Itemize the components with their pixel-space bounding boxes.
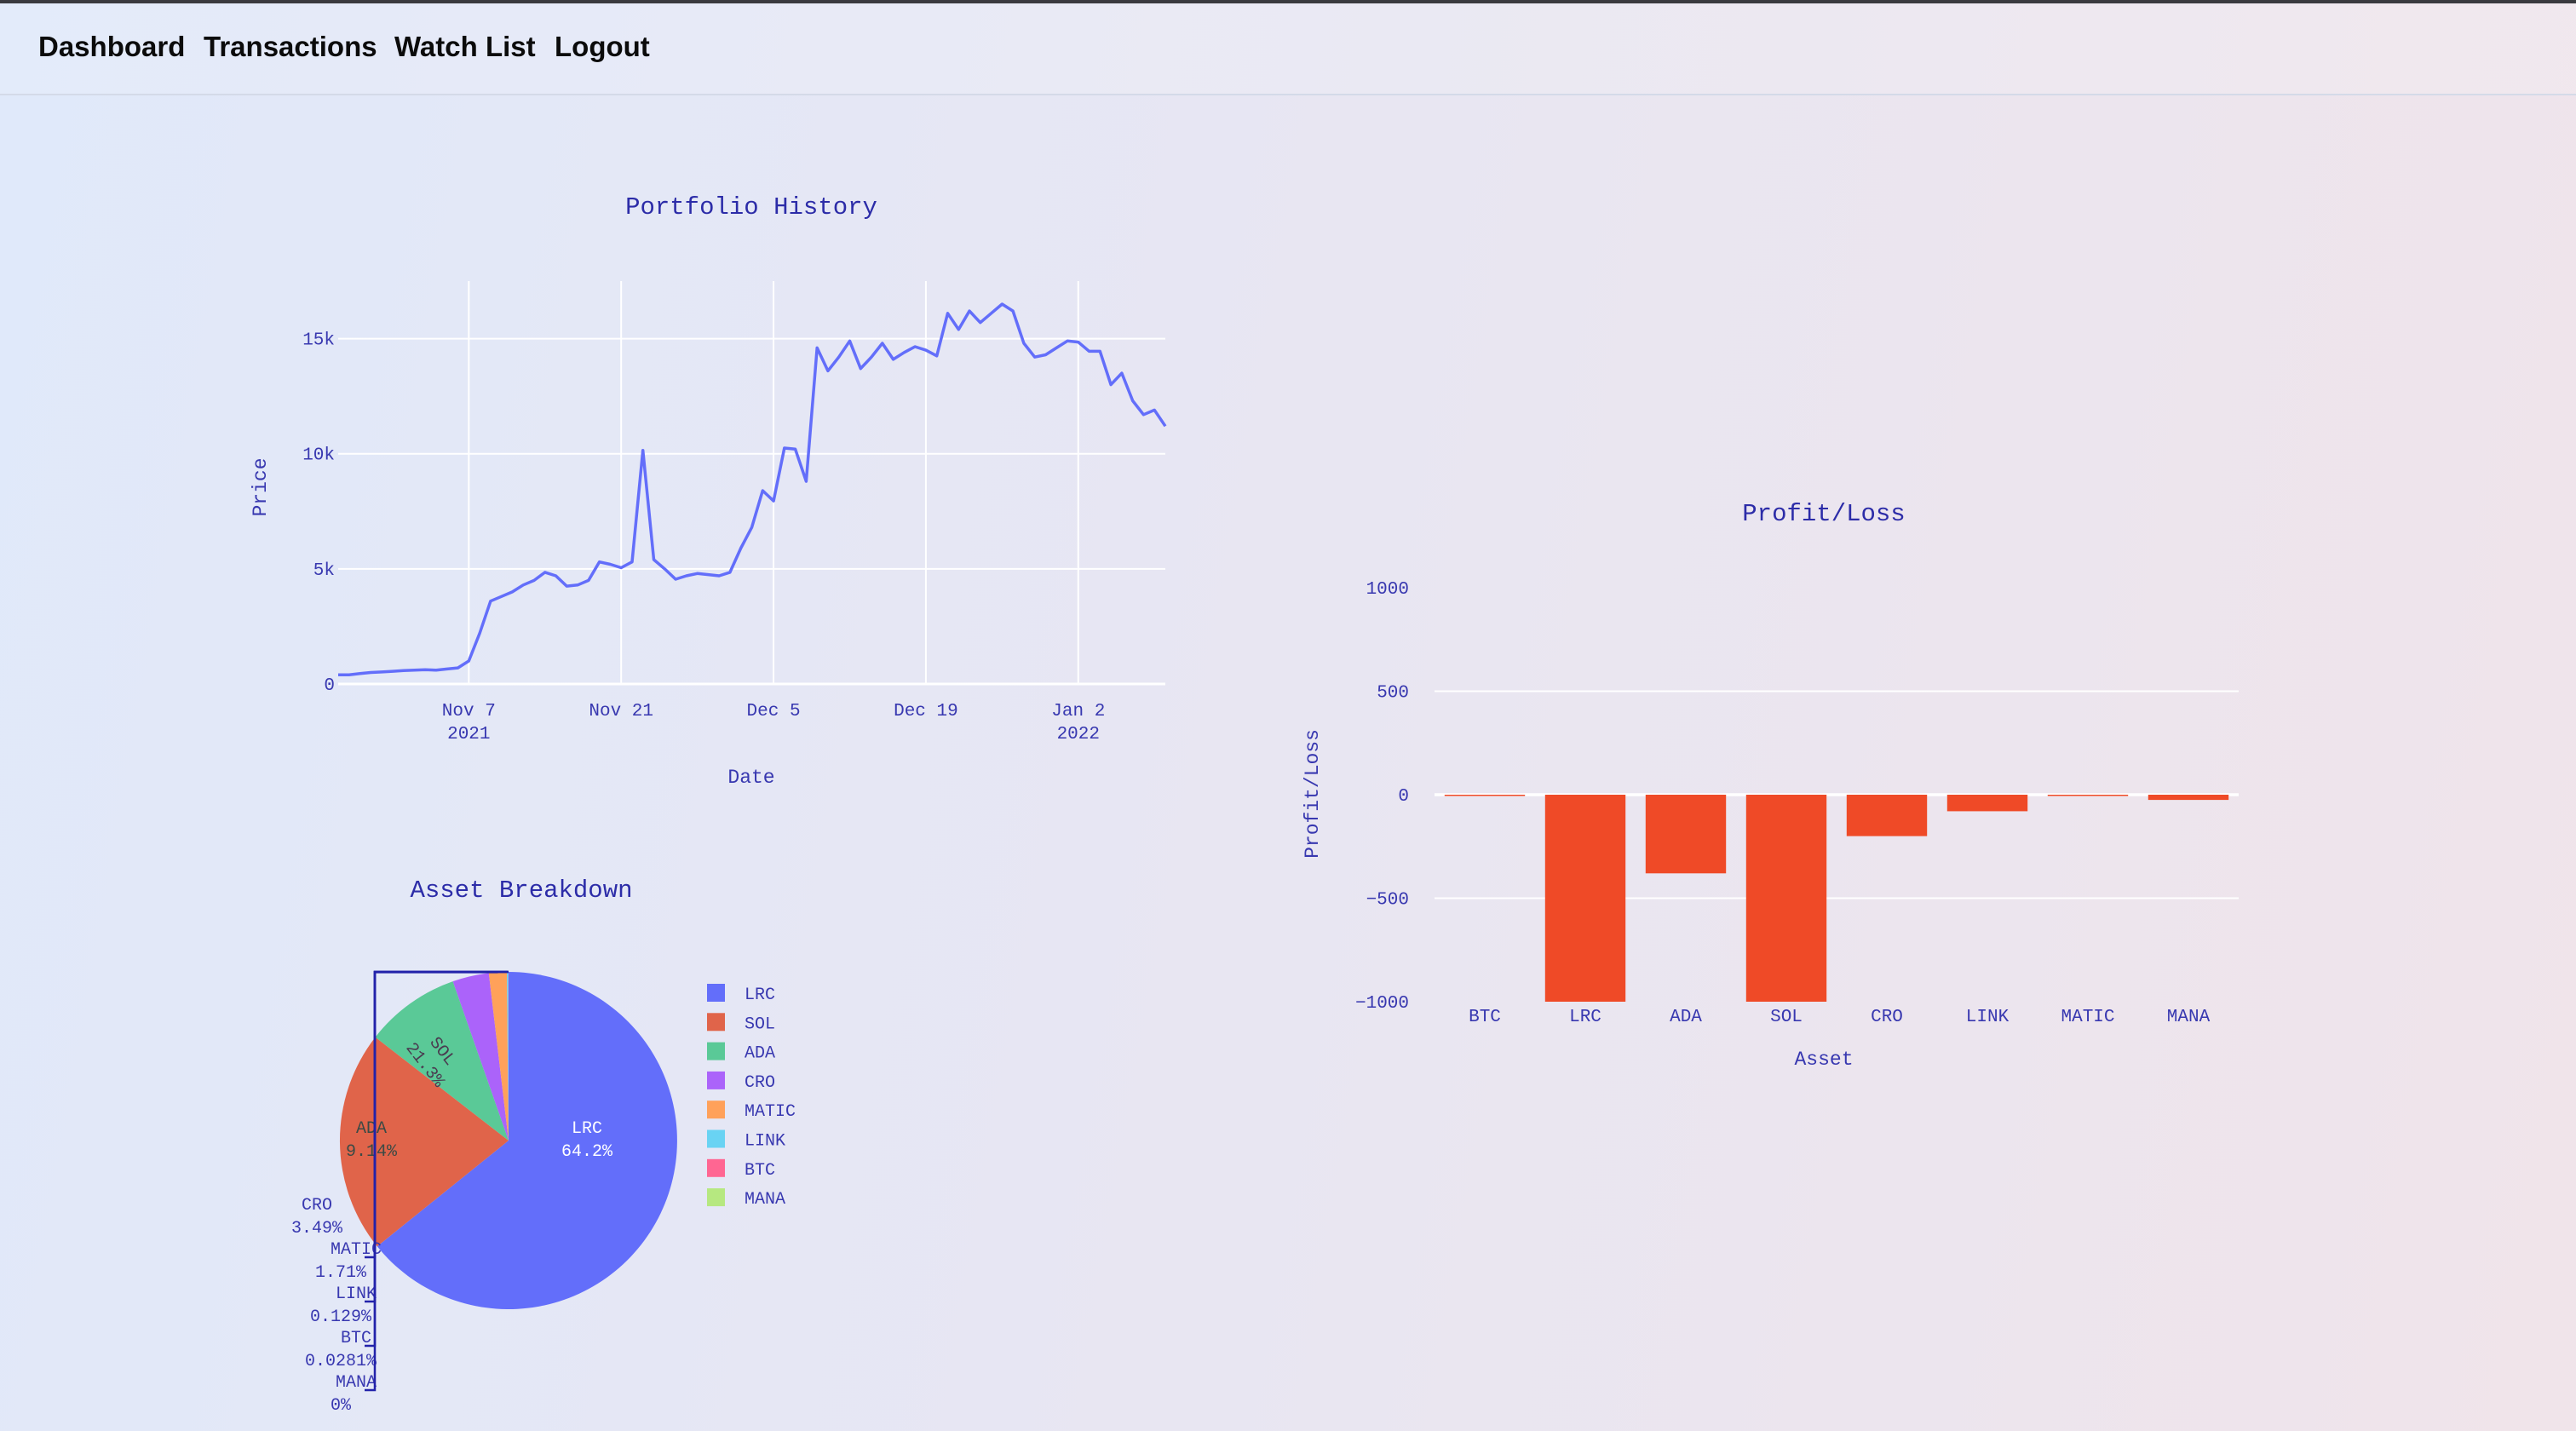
window-top-border (0, 0, 2576, 3)
legend-swatch[interactable] (707, 1188, 725, 1207)
pie-outside-label-percent: 1.71% (315, 1263, 367, 1283)
y-axis-label: Price (250, 457, 272, 516)
bar-link[interactable] (1946, 795, 2028, 812)
pie-label-percent: 64.2% (561, 1142, 613, 1162)
legend-label-matic[interactable]: MATIC (745, 1102, 796, 1122)
x-tick-label: Nov 7 (442, 702, 496, 721)
pie-outside-label-name: CRO (302, 1196, 332, 1215)
x-tick-label: Nov 21 (589, 702, 653, 721)
legend-label-link[interactable]: LINK (745, 1132, 785, 1152)
portfolio-value-line[interactable] (338, 302, 1167, 676)
y-tick-label: −1000 (1355, 994, 1409, 1014)
y-tick-label: 0 (324, 676, 335, 696)
pie-label-connector (365, 970, 509, 1392)
x-tick-label: SOL (1770, 1008, 1803, 1027)
legend-label-mana[interactable]: MANA (745, 1190, 785, 1210)
y-tick-label: 10k (302, 446, 335, 466)
chart-title: Asset Breakdown (410, 876, 632, 905)
pie-slice-matic[interactable] (488, 972, 509, 1141)
y-tick-label: −500 (1366, 891, 1409, 911)
asset-breakdown-chart[interactable]: Asset Breakdown LRC64.2%SOL21.3%ADA9.14%… (0, 0, 852, 1431)
pie-outside-label-percent: 3.49% (291, 1219, 343, 1238)
pie-outside-label-name: MANA (336, 1373, 377, 1393)
legend-swatch[interactable] (707, 1158, 725, 1177)
top-navbar: Dashboard Transactions Watch List Logout (0, 3, 2576, 95)
y-tick-label: 1000 (1366, 580, 1409, 600)
pie-outside-label-percent: 0% (331, 1396, 352, 1416)
nav-transactions-link[interactable]: Transactions (204, 31, 377, 62)
portfolio-history-chart[interactable]: Portfolio History Nov 7 2021 Nov 21 Dec 5 De… (0, 0, 1278, 818)
legend-swatch[interactable] (707, 1013, 725, 1032)
x-tick-label: BTC (1469, 1008, 1501, 1027)
pie-label-percent: 9.14% (346, 1142, 398, 1162)
y-axis-label: Profit/Loss (1302, 729, 1324, 859)
nav-watchlist-link[interactable]: Watch List (394, 31, 536, 62)
legend-label-lrc[interactable]: LRC (745, 986, 775, 1005)
chart-title: Portfolio History (625, 193, 877, 221)
legend-swatch[interactable] (707, 1129, 725, 1148)
x-tick-label: Dec 19 (894, 702, 958, 721)
pie-slice-link[interactable] (507, 971, 509, 1141)
legend-swatch[interactable] (707, 1042, 725, 1060)
pie-slice-cro[interactable] (452, 973, 509, 1141)
y-tick-label: 500 (1377, 684, 1409, 704)
pie-outside-label-name: LINK (336, 1284, 377, 1304)
pie-outside-label-name: BTC (341, 1329, 371, 1348)
x-axis-label: Asset (1794, 1049, 1853, 1071)
bar-ada[interactable] (1645, 795, 1727, 874)
legend-label-ada[interactable]: ADA (745, 1044, 775, 1064)
x-tick-label: ADA (1670, 1008, 1702, 1027)
pie-label-name: LRC (572, 1119, 602, 1139)
legend-swatch[interactable] (707, 1071, 725, 1089)
x-tick-label: LINK (1966, 1008, 2010, 1027)
pie-slice-ada[interactable] (375, 981, 509, 1141)
legend-label-btc[interactable]: BTC (745, 1161, 775, 1181)
x-tick-label: LRC (1569, 1008, 1601, 1027)
legend-label-sol[interactable]: SOL (745, 1014, 775, 1034)
y-tick-label: 5k (313, 561, 335, 581)
y-tick-label: 15k (302, 331, 335, 351)
bar-sol[interactable] (1745, 795, 1827, 1002)
pie-outside-label-percent: 0.129% (310, 1307, 372, 1327)
x-tick-year-label: 2022 (1057, 725, 1100, 744)
chart-title: Profit/Loss (1742, 500, 1905, 528)
x-tick-label: Dec 5 (747, 702, 801, 721)
x-tick-label: Jan 2 (1051, 702, 1105, 721)
bar-mana[interactable] (2148, 795, 2229, 801)
x-tick-label: CRO (1871, 1008, 1903, 1027)
x-tick-year-label: 2021 (447, 725, 490, 744)
nav-dashboard-link[interactable]: Dashboard (38, 31, 186, 62)
pie-slice-lrc[interactable] (377, 972, 677, 1309)
pie-outside-label-name: MATIC (331, 1240, 382, 1260)
nav-logout-link[interactable]: Logout (555, 31, 650, 62)
x-tick-label: MATIC (2061, 1008, 2114, 1027)
pie-label-name: ADA (356, 1119, 387, 1139)
bar-cro[interactable] (1846, 795, 1928, 836)
legend-swatch[interactable] (707, 984, 725, 1002)
x-axis-label: Date (727, 767, 774, 789)
pie-outside-label-percent: 0.0281% (305, 1352, 377, 1371)
bar-matic[interactable] (2047, 795, 2129, 796)
bar-lrc[interactable] (1544, 795, 1626, 1002)
bar-btc[interactable] (1444, 795, 1526, 796)
pie-slice-sol[interactable] (339, 1037, 509, 1247)
y-tick-label: 0 (1398, 787, 1409, 807)
legend-swatch[interactable] (707, 1101, 725, 1119)
x-tick-label: MANA (2167, 1008, 2211, 1027)
legend-label-cro[interactable]: CRO (745, 1073, 775, 1093)
